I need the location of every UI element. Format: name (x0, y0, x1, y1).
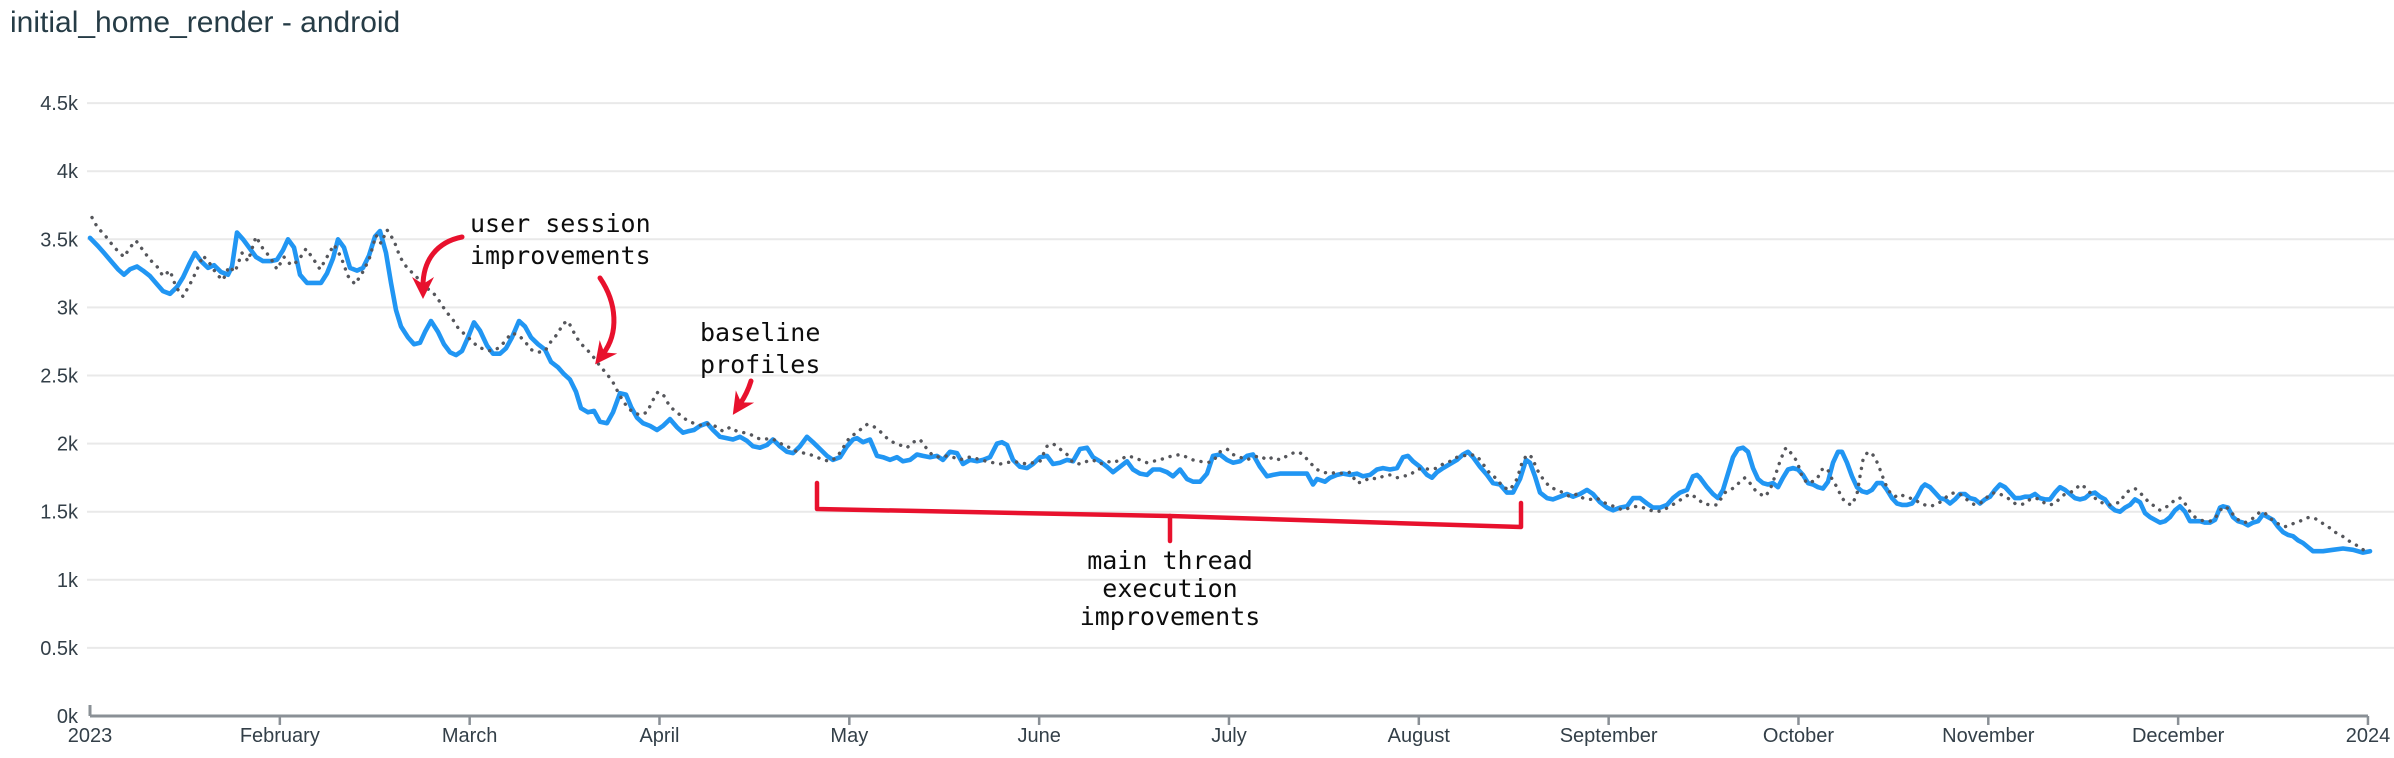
x-axis-label: March (442, 725, 498, 747)
x-axis-label: June (1017, 725, 1060, 747)
user-session-improvements-arrow (595, 275, 618, 365)
baseline-profiles-text-line: baseline (700, 318, 820, 347)
x-axis-label: July (1211, 725, 1247, 747)
main-thread-execution-improvements-text-line: execution (1102, 574, 1237, 603)
user-session-improvements-text-line: improvements (470, 241, 651, 270)
y-axis-label: 0.5k (40, 638, 79, 660)
series-blue-solid-line (87, 228, 2373, 555)
y-axis-label: 4k (57, 161, 79, 183)
x-axis-label: December (2132, 725, 2225, 747)
y-axis-label: 1.5k (40, 502, 79, 524)
x-axis-label: May (830, 725, 868, 747)
baseline-profiles-text-line: profiles (700, 350, 820, 379)
main-thread-execution-improvements-text-line: improvements (1080, 602, 1261, 631)
x-axis-label: April (639, 725, 679, 747)
x-axis-label: 2023 (68, 725, 113, 747)
x-axis-label: February (240, 725, 320, 747)
series-gray-dotted-line (90, 215, 2372, 555)
y-axis-label: 1k (57, 570, 79, 592)
user-session-improvements-arrow (412, 234, 465, 299)
y-axis-label: 4.5k (40, 93, 79, 115)
x-axis-label: October (1763, 725, 1834, 747)
baseline-profiles-arrow (732, 378, 755, 415)
y-axis-label: 2.5k (40, 366, 79, 388)
main-thread-execution-improvements-text-line: main thread (1087, 546, 1253, 575)
x-axis-label: September (1560, 725, 1658, 747)
x-axis-label: November (1942, 725, 2035, 747)
y-axis-label: 0k (57, 706, 79, 728)
x-axis-label: 2024 (2346, 725, 2391, 747)
y-axis-label: 3.5k (40, 229, 79, 251)
chart-title: initial_home_render - android (10, 6, 401, 39)
y-axis-label: 3k (57, 297, 79, 319)
y-axis-label: 2k (57, 434, 79, 456)
user-session-improvements-text-line: user session (470, 209, 651, 238)
x-axis-label: August (1388, 725, 1451, 747)
